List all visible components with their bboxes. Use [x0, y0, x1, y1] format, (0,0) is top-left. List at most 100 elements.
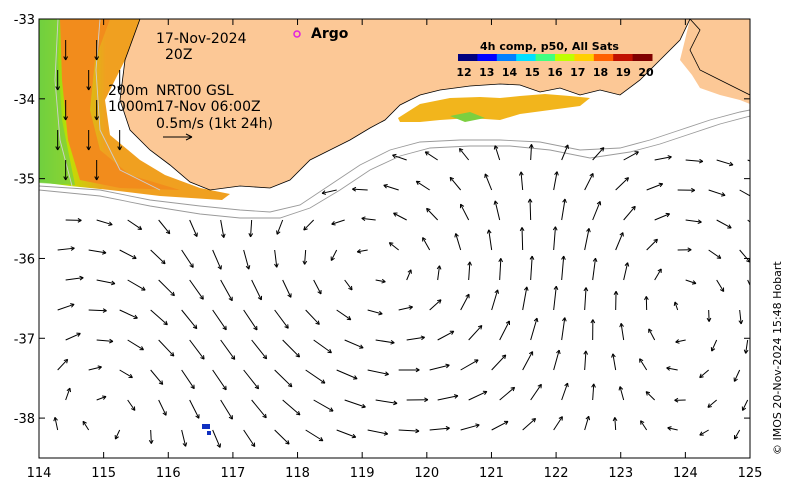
current-vector-head	[82, 420, 87, 426]
current-vector-head	[716, 254, 722, 259]
sst-cold-patch	[202, 424, 210, 429]
colorbar-tick-label: 20	[638, 66, 654, 79]
colorbar-tick-label: 16	[547, 66, 563, 79]
current-vector	[127, 339, 144, 351]
current-vector-head	[494, 289, 500, 294]
current-vector-head	[182, 442, 188, 447]
current-vector-head	[381, 278, 386, 284]
current-vector	[158, 339, 175, 357]
current-vector	[742, 399, 749, 411]
current-vector-head	[640, 420, 645, 425]
current-vector-head	[331, 220, 336, 226]
current-vector-head	[658, 182, 664, 188]
current-vector-head	[70, 246, 75, 251]
colorbar-tick-label: 19	[616, 66, 631, 79]
current-vector-head	[687, 247, 692, 253]
current-vector-head	[392, 153, 397, 159]
current-vector	[96, 219, 113, 226]
current-vector	[429, 427, 450, 431]
current-vector	[189, 219, 198, 237]
current-vector-head	[619, 323, 624, 328]
time-label: 20Z	[165, 47, 192, 63]
current-vector	[592, 201, 601, 221]
current-vector	[615, 232, 624, 251]
current-vector-head	[458, 147, 464, 153]
current-vector	[321, 189, 337, 194]
current-vector-head	[63, 176, 69, 181]
current-vector-head	[230, 355, 236, 360]
current-vector-head	[346, 315, 352, 321]
current-vector-head	[561, 255, 566, 260]
current-vector-head	[613, 290, 619, 296]
current-vector-head	[315, 320, 320, 325]
current-vector-head	[165, 229, 171, 235]
current-vector-head	[510, 386, 516, 392]
current-vector-head	[70, 303, 75, 308]
current-vector-head	[721, 192, 726, 197]
colorbar-swatch	[574, 54, 595, 61]
current-vector	[119, 309, 138, 319]
current-vector-head	[108, 221, 113, 226]
coastline	[119, 19, 691, 191]
current-vector-head	[477, 325, 483, 330]
current-vector	[685, 219, 702, 223]
depth-1000-label: 1000m	[108, 99, 157, 115]
current-vector-head	[97, 365, 102, 370]
current-vector	[553, 349, 560, 371]
current-vector-head	[759, 164, 763, 167]
current-vector	[468, 390, 488, 401]
current-vector	[282, 279, 292, 298]
current-vector	[459, 148, 470, 161]
current-vector-head	[53, 416, 58, 422]
current-vector-head	[361, 216, 366, 222]
current-vector-head	[666, 366, 671, 371]
bathymetry-1000m	[39, 115, 750, 219]
current-vector-head	[248, 233, 254, 238]
current-vector	[499, 258, 502, 281]
current-vector-head	[698, 158, 704, 164]
bathymetry-200m	[39, 109, 750, 213]
current-vector	[424, 151, 438, 161]
coastline-east	[689, 19, 750, 96]
current-vector	[646, 183, 663, 191]
colorbar-swatch	[632, 54, 653, 61]
colorbar-tick-label: 18	[593, 66, 608, 79]
current-vector	[561, 198, 566, 221]
current-vector	[553, 416, 563, 431]
current-vector	[336, 429, 356, 438]
depth-200-label: 200m	[108, 83, 148, 99]
current-vector-head	[599, 147, 605, 152]
current-vector	[336, 369, 358, 380]
current-vectors	[53, 40, 763, 448]
current-vector-head	[503, 420, 509, 426]
current-vector	[344, 279, 353, 291]
current-vector-head	[276, 230, 281, 235]
current-vector-head	[55, 86, 61, 91]
current-vector	[65, 387, 71, 401]
current-vector	[654, 156, 672, 161]
scale-arrow-head	[185, 133, 193, 141]
current-vector	[189, 279, 204, 300]
current-vector-head	[445, 426, 450, 431]
current-vector	[614, 417, 617, 431]
current-vector-head	[262, 413, 267, 419]
current-vector-head	[303, 226, 308, 231]
current-vector	[666, 367, 678, 371]
current-vector-head	[285, 440, 290, 445]
current-vector-head	[648, 328, 653, 333]
current-vector-head	[675, 339, 680, 344]
x-tick-label: 123	[608, 466, 633, 481]
current-vector	[96, 279, 116, 285]
argo-label: Argo	[311, 26, 349, 42]
current-vector	[304, 249, 307, 265]
current-vector-head	[228, 415, 233, 420]
current-vector-head	[424, 397, 429, 403]
current-vector	[282, 339, 300, 358]
current-vector-head	[63, 358, 69, 364]
current-vector	[553, 226, 556, 251]
current-vector	[313, 339, 332, 354]
current-vector	[426, 208, 439, 221]
current-vector	[620, 323, 625, 341]
current-vector	[654, 213, 670, 221]
current-vector	[529, 198, 532, 221]
